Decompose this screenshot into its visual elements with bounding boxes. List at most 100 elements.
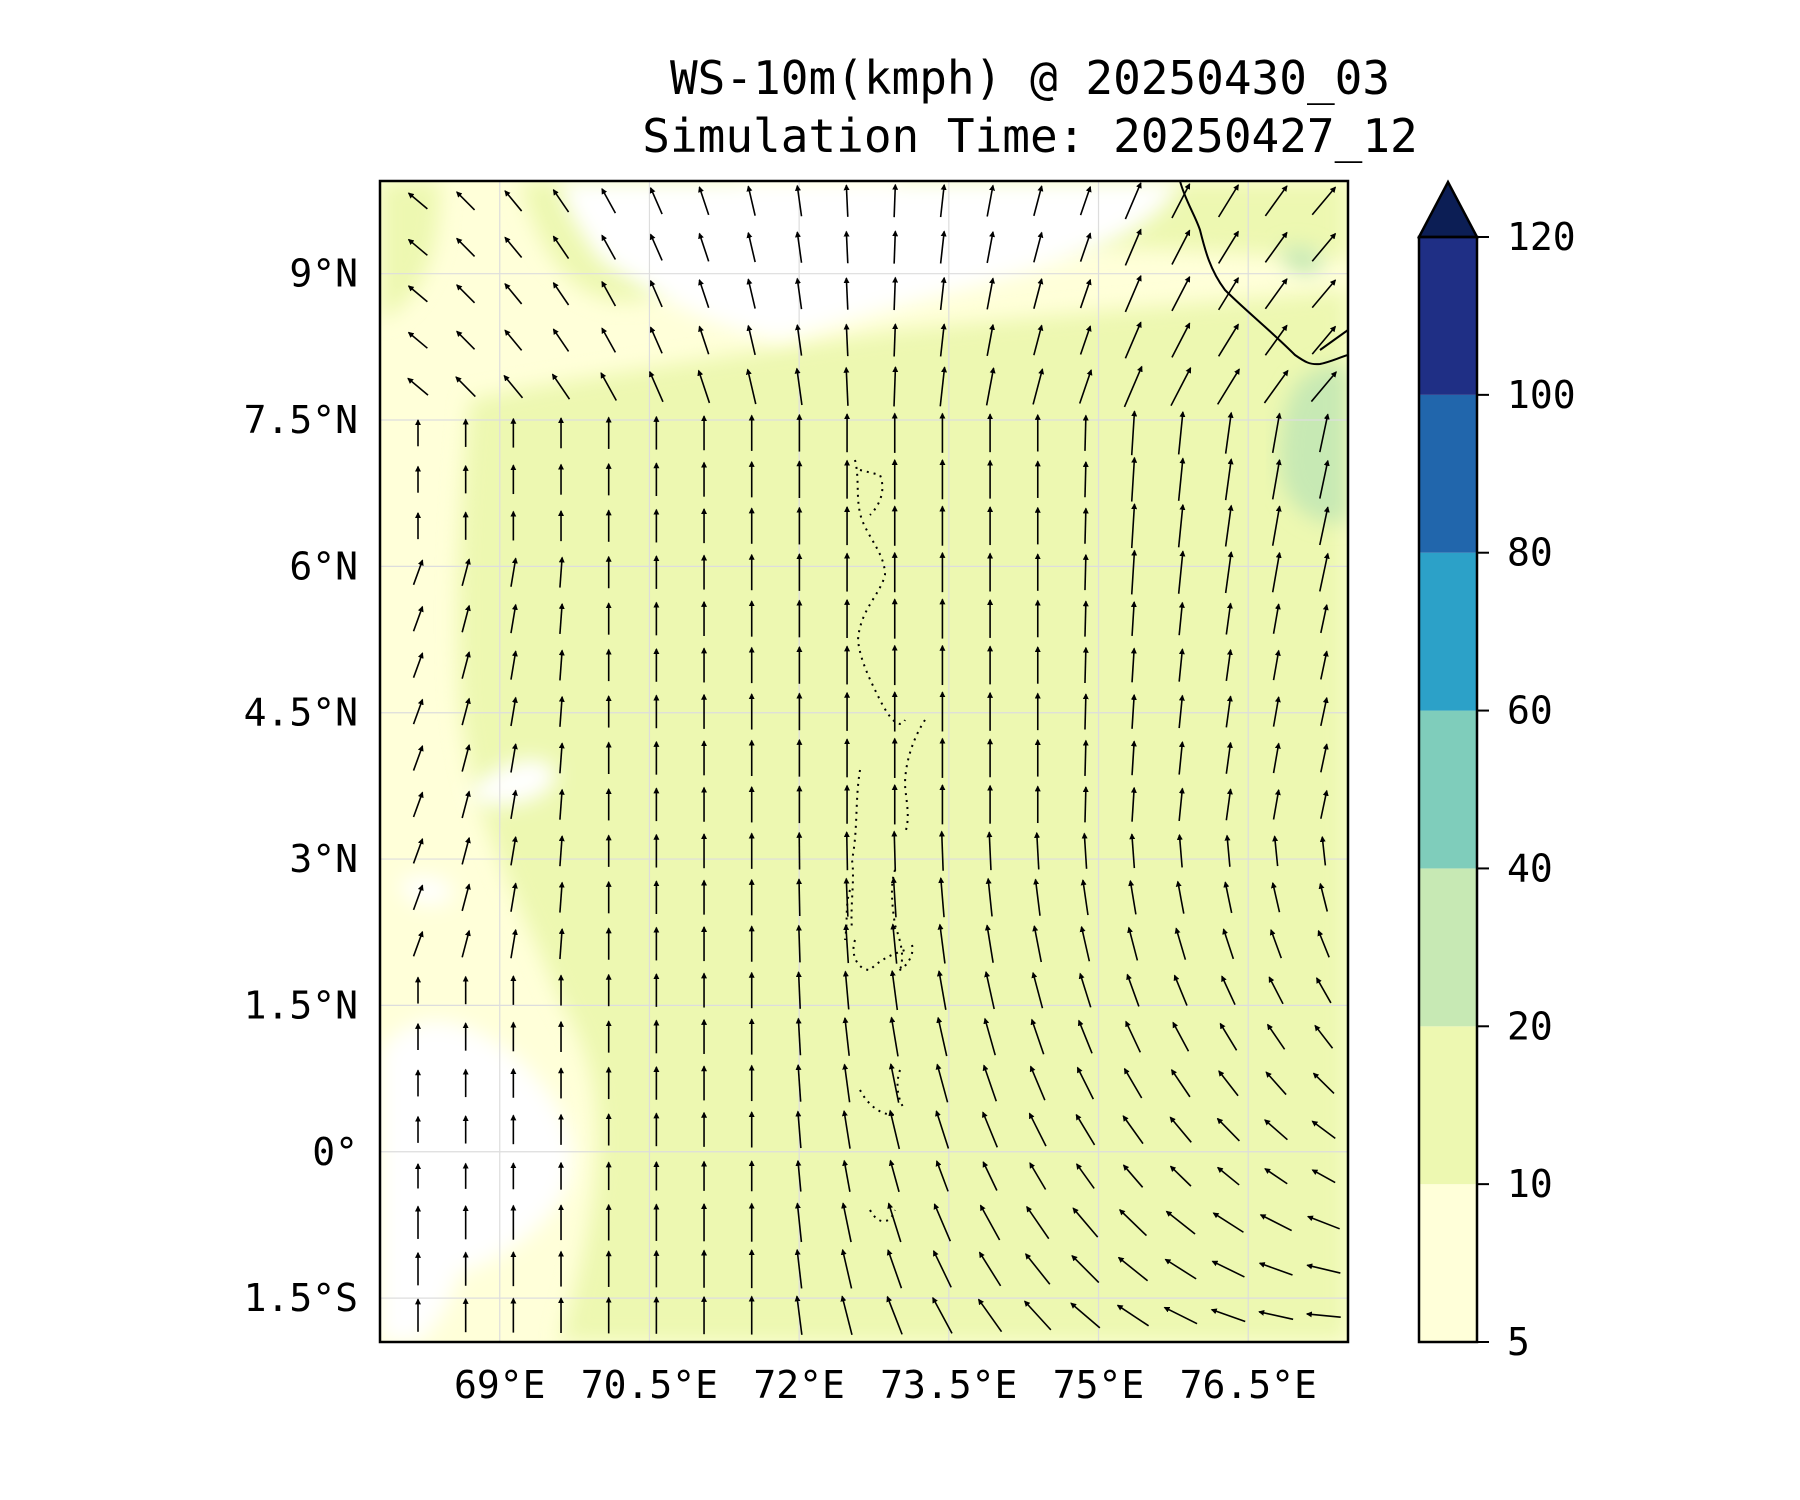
wind-arrow <box>1082 693 1089 730</box>
longitude-tick-label: 70.5°E <box>581 1363 718 1407</box>
wind-arrow <box>1130 549 1138 595</box>
wind-arrow <box>1223 881 1233 914</box>
wind-arrow <box>841 1110 851 1149</box>
colorbar-segment <box>1419 710 1477 869</box>
wind-arrow <box>1271 458 1282 500</box>
wind-arrow <box>504 190 523 212</box>
wind-arrow <box>1171 322 1191 358</box>
wind-arrow <box>1216 1166 1240 1186</box>
wind-arrow <box>978 1251 1002 1287</box>
wind-arrow <box>1122 1115 1144 1145</box>
wind-arrow <box>1320 789 1329 819</box>
colorbar-tick-label: 5 <box>1507 1320 1530 1364</box>
wind-arrow <box>1124 321 1142 359</box>
wind-arrow <box>795 971 802 1009</box>
latitude-axis: 9°N 7.5°N 6°N 4.5°N 3°N 1.5°N 0° 1.5°S <box>244 252 358 1320</box>
wind-arrow <box>1264 278 1288 310</box>
wind-arrow <box>697 369 711 404</box>
maldives-atolls <box>844 459 926 1223</box>
wind-arrow <box>1033 278 1044 309</box>
wind-arrow <box>1265 1071 1287 1096</box>
wind-arrow <box>1078 972 1092 1008</box>
wind-arrow <box>889 1016 899 1057</box>
wind-arrow <box>1032 368 1045 405</box>
colorbar-extend-arrow <box>1416 179 1480 239</box>
wind-arrow <box>1078 369 1093 404</box>
wind-arrow <box>985 367 996 406</box>
wind-arrow <box>842 1063 851 1103</box>
wind-arrow <box>1126 973 1140 1007</box>
wind-arrow <box>412 652 424 678</box>
wind-arrow <box>892 323 899 357</box>
wind-arrow <box>601 234 617 260</box>
wind-arrow <box>794 1248 803 1289</box>
wind-arrow <box>412 698 424 725</box>
wind-arrow <box>936 970 947 1010</box>
wind-arrow <box>1272 696 1281 727</box>
wind-arrow <box>558 788 565 820</box>
wind-arrow <box>1264 1119 1288 1141</box>
wind-arrow <box>1311 1169 1336 1184</box>
wind-arrow <box>1177 503 1186 548</box>
latitude-tick-label: 3°N <box>289 837 358 881</box>
wind-arrow <box>649 233 663 261</box>
wind-arrow <box>1029 1162 1047 1190</box>
wind-arrow <box>1076 1163 1095 1189</box>
wind-arrow <box>407 285 428 303</box>
wind-arrow <box>1312 1072 1335 1094</box>
colorbar-segment <box>1419 868 1477 1027</box>
wind-arrow <box>649 326 663 354</box>
wind-arrow <box>510 603 518 634</box>
wind-arrow <box>1130 503 1138 549</box>
wind-arrow <box>407 331 428 349</box>
wind-arrow <box>1033 231 1044 263</box>
wind-arrow <box>1306 1263 1341 1274</box>
wind-arrow <box>1082 786 1089 823</box>
map-frame <box>378 179 1350 1344</box>
wind-arrow <box>1320 603 1329 634</box>
wind-arrow <box>456 330 476 350</box>
wind-arrow <box>1079 185 1092 216</box>
wind-arrow <box>841 1202 852 1243</box>
wind-arrow <box>1082 739 1089 776</box>
wind-arrow <box>1127 926 1139 961</box>
wind-arrow <box>461 604 471 633</box>
wind-arrow <box>558 835 565 867</box>
wind-arrow <box>1079 278 1092 309</box>
wind-arrow <box>1310 371 1337 403</box>
wind-arrow <box>558 695 565 727</box>
wind-arrow <box>1219 1022 1238 1051</box>
wind-arrow <box>510 882 518 912</box>
wind-arrow <box>843 277 850 310</box>
wind-arrow <box>843 184 850 217</box>
wind-arrow <box>1224 411 1234 454</box>
wind-arrow <box>1311 279 1337 309</box>
wind-arrow <box>1264 185 1288 217</box>
wind-arrow <box>1082 600 1089 637</box>
wind-arrow <box>1030 1018 1045 1055</box>
wind-arrow <box>558 881 565 913</box>
wind-arrow <box>510 696 518 727</box>
wind-arrow <box>1080 879 1089 916</box>
wind-arrow <box>892 230 899 264</box>
wind-arrow <box>407 238 428 256</box>
wind-arrow <box>843 877 850 917</box>
colorbar-segment <box>1419 237 1477 395</box>
wind-arrow <box>510 650 518 680</box>
wind-arrow <box>504 283 523 305</box>
wind-arrow <box>1225 602 1233 635</box>
wind-arrow <box>982 1161 998 1191</box>
wind-arrow <box>1224 504 1234 547</box>
wind-arrow <box>1319 506 1330 546</box>
longitude-tick-label: 75°E <box>1053 1363 1145 1407</box>
wind-arrow <box>552 189 570 213</box>
wind-arrow <box>1264 231 1288 263</box>
wind-arrow <box>1174 927 1187 960</box>
wind-arrow <box>552 235 570 260</box>
colorbar-tick-label: 80 <box>1507 531 1553 575</box>
latitude-tick-label: 4.5°N <box>244 691 358 735</box>
wind-arrow <box>1082 553 1089 591</box>
wind-arrow <box>1269 929 1283 959</box>
wind-arrow <box>794 277 803 310</box>
wind-arrow <box>1119 1209 1148 1237</box>
